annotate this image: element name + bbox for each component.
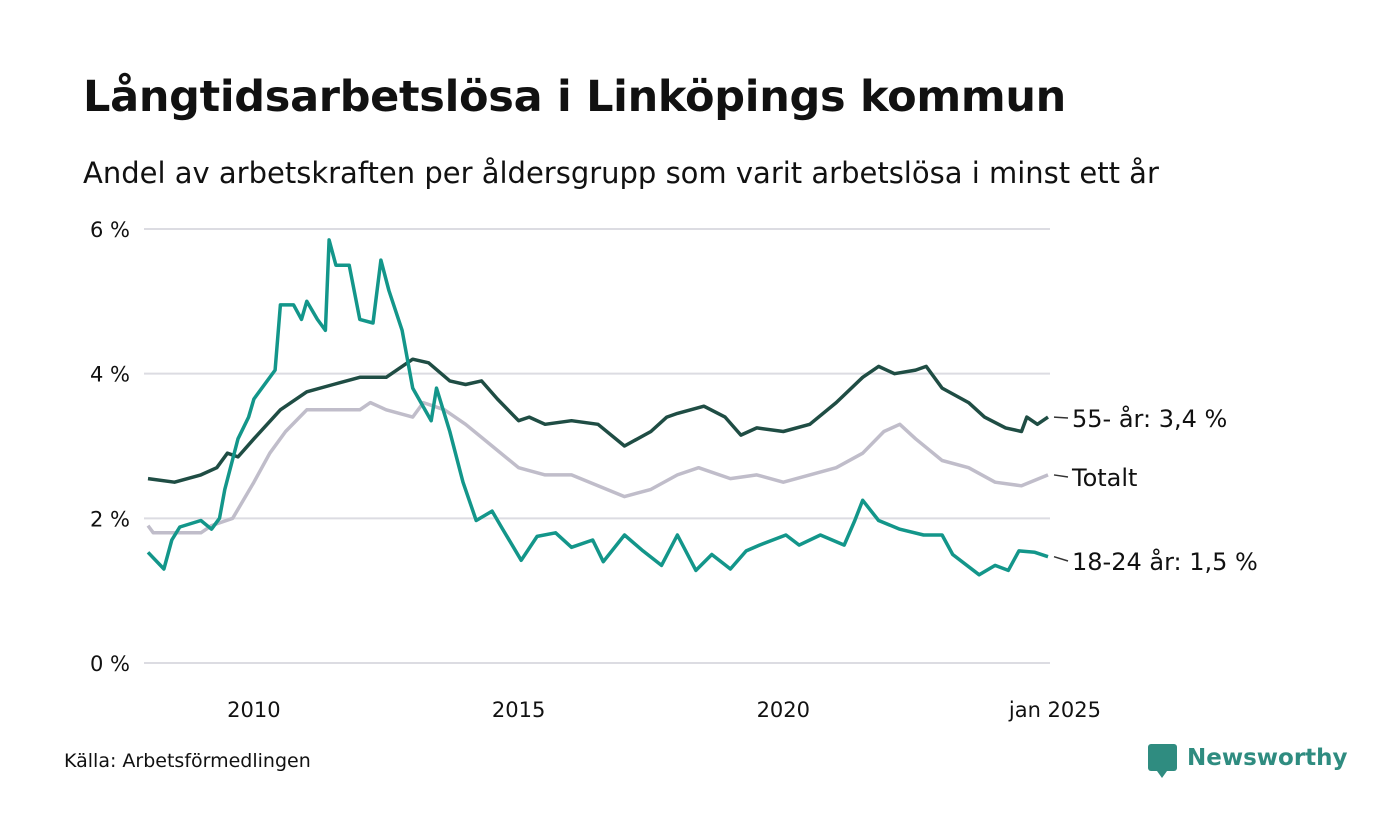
y-tick-label: 2 % bbox=[90, 507, 130, 531]
chart-subtitle: Andel av arbetskraften per åldersgrupp s… bbox=[83, 156, 1159, 190]
chart-title: Långtidsarbetslösa i Linköpings kommun bbox=[83, 72, 1066, 122]
series-label-s1824: 18-24 år: 1,5 % bbox=[1072, 547, 1258, 576]
y-tick-label: 6 % bbox=[90, 218, 130, 242]
y-tick-label: 4 % bbox=[90, 363, 130, 387]
label-leader bbox=[1053, 416, 1069, 419]
series-line-s1824 bbox=[146, 238, 1049, 577]
chart-bubble-icon bbox=[1148, 744, 1177, 778]
x-tick-label: 2010 bbox=[227, 698, 280, 722]
x-tick-label: jan 2025 bbox=[1008, 698, 1101, 722]
newsworthy-logo: Newsworthy bbox=[1148, 744, 1348, 778]
series-line-s55 bbox=[147, 357, 1049, 484]
x-tick-label: 2020 bbox=[757, 698, 810, 722]
label-leader bbox=[1053, 474, 1069, 478]
series-label-s55: 55- år: 3,4 % bbox=[1072, 404, 1227, 433]
x-tick-label: 2015 bbox=[492, 698, 545, 722]
label-leader bbox=[1053, 555, 1069, 562]
series-line-total bbox=[146, 400, 1049, 535]
series-label-total: Totalt bbox=[1071, 464, 1137, 492]
y-tick-label: 0 % bbox=[90, 652, 130, 676]
brand-name: Newsworthy bbox=[1187, 744, 1348, 771]
source-note: Källa: Arbetsförmedlingen bbox=[64, 750, 311, 772]
